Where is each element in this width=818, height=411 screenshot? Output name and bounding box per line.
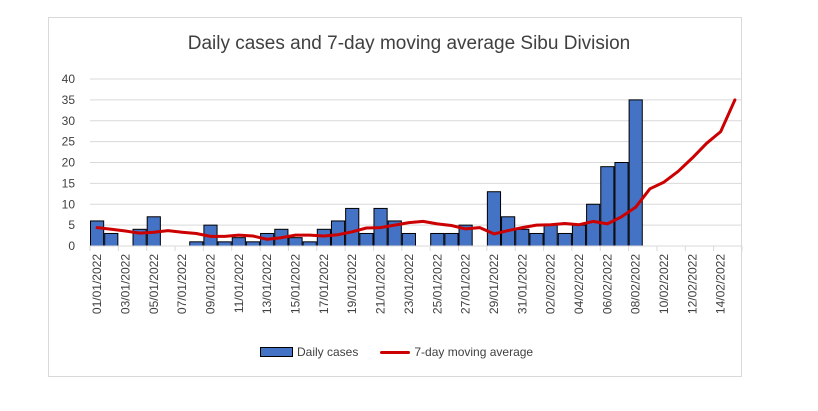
bar [401, 232, 416, 247]
y-tick-label: 5 [68, 218, 75, 232]
moving-average-line [95, 98, 737, 241]
x-tick-label: 17/01/2022 [317, 254, 331, 314]
x-tick-label: 07/01/2022 [175, 254, 189, 314]
bar [359, 232, 374, 247]
y-tick-label: 30 [62, 114, 76, 128]
legend: Daily cases 7-day moving average [260, 345, 555, 359]
x-tick-label: 06/02/2022 [600, 254, 614, 314]
line-series [95, 98, 737, 241]
x-tick-label: 02/02/2022 [544, 254, 558, 314]
legend-label: Daily cases [297, 345, 359, 359]
legend-item-moving-average: 7-day moving average [380, 345, 533, 359]
x-tick-label: 04/02/2022 [572, 254, 586, 314]
legend-bar-swatch [260, 347, 293, 357]
x-tick-label: 13/01/2022 [260, 254, 274, 314]
bar [571, 224, 587, 247]
bar [231, 237, 246, 247]
bar [586, 203, 601, 247]
x-tick-label: 01/01/2022 [90, 254, 104, 314]
bar [430, 232, 445, 247]
y-tick-label: 10 [62, 197, 76, 211]
legend-label: 7-day moving average [414, 345, 534, 359]
bar [104, 232, 119, 247]
bar [444, 232, 459, 247]
x-tick-label: 31/01/2022 [515, 254, 529, 314]
bar [628, 99, 643, 247]
x-tick-label: 25/01/2022 [430, 254, 444, 314]
bar [245, 241, 261, 247]
legend-item-daily-cases: Daily cases [260, 345, 358, 359]
bar [600, 166, 615, 247]
y-tick-label: 35 [62, 93, 76, 107]
x-tick-label: 15/01/2022 [289, 254, 303, 314]
x-axis: 01/01/2022 03/01/2022 05/01/2022 07/01/2022… [89, 245, 743, 314]
bar [515, 228, 530, 247]
bar [543, 224, 558, 247]
bar [288, 237, 303, 247]
x-tick-label: 21/01/2022 [374, 254, 388, 314]
x-tick-label: 11/01/2022 [232, 254, 246, 313]
bar [557, 232, 572, 247]
x-tick-label: 14/02/2022 [714, 254, 728, 314]
x-tick-label: 27/01/2022 [459, 254, 473, 314]
bar [529, 232, 544, 247]
legend-line-swatch [380, 350, 411, 354]
y-tick-label: 25 [62, 135, 76, 149]
chart-title: Daily cases and 7-day moving average Sib… [187, 33, 631, 54]
x-tick-label: 12/02/2022 [685, 254, 699, 314]
y-tick-label: 20 [62, 156, 76, 170]
x-tick-label: 19/01/2022 [345, 254, 359, 314]
bar [614, 162, 629, 247]
x-tick-label: 23/01/2022 [402, 254, 416, 314]
x-tick-label: 03/01/2022 [118, 254, 132, 314]
bar [316, 228, 331, 247]
y-axis: 0 5 10 15 20 25 30 35 40 [62, 72, 76, 253]
x-tick-label: 09/01/2022 [203, 254, 217, 314]
bar [90, 220, 105, 247]
y-tick-label: 15 [62, 176, 76, 190]
y-tick-label: 40 [62, 72, 76, 86]
bar [345, 207, 360, 247]
x-tick-label: 05/01/2022 [147, 254, 161, 314]
x-tick-label: 10/02/2022 [657, 254, 671, 314]
y-tick-label: 0 [68, 239, 75, 253]
bar [217, 241, 232, 247]
bar [486, 191, 502, 247]
x-tick-label: 08/02/2022 [629, 254, 643, 314]
bar [302, 241, 317, 247]
x-tick-label: 29/01/2022 [487, 254, 501, 314]
bar [189, 241, 204, 247]
